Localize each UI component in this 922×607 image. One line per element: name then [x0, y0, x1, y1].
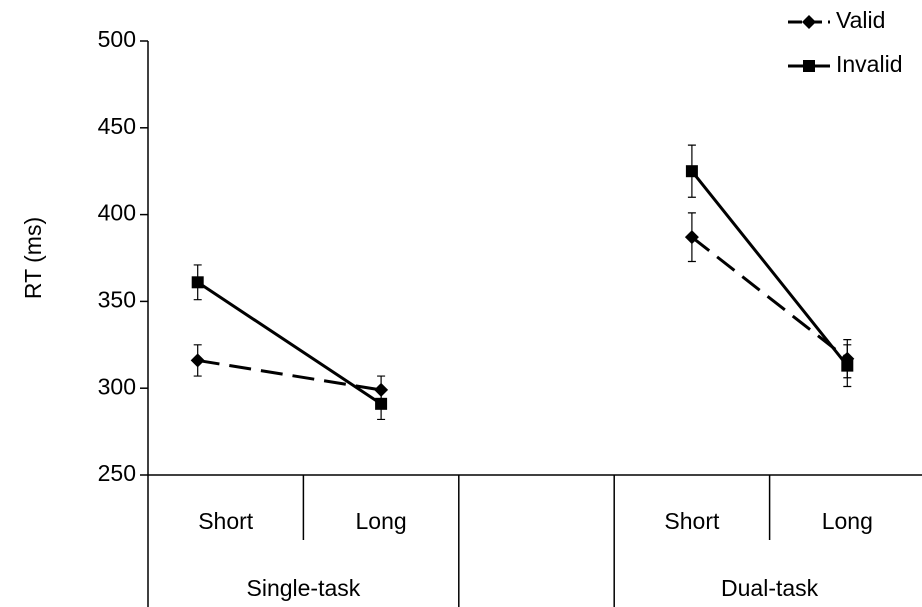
y-tick-label: 400	[98, 200, 136, 226]
group-label: Single-task	[247, 575, 361, 601]
x-tick-label: Short	[198, 508, 254, 534]
legend-marker	[802, 15, 816, 29]
y-tick-label: 250	[98, 460, 136, 486]
point	[841, 359, 854, 372]
point	[685, 165, 698, 178]
y-tick-label: 450	[98, 113, 136, 139]
y-axis-label: RT (ms)	[20, 217, 46, 299]
legend-label: Invalid	[836, 51, 902, 77]
group-label: Dual-task	[721, 575, 819, 601]
x-tick-label: Long	[356, 508, 407, 534]
point	[190, 353, 205, 368]
legend-label: Valid	[836, 7, 885, 33]
x-tick-label: Short	[664, 508, 720, 534]
point	[684, 230, 699, 245]
point	[191, 276, 204, 289]
x-tick-label: Long	[822, 508, 873, 534]
y-tick-label: 300	[98, 373, 136, 399]
y-tick-label: 500	[98, 26, 136, 52]
point	[375, 397, 388, 410]
y-tick-label: 350	[98, 286, 136, 312]
series-line	[197, 235, 849, 392]
legend-marker	[803, 60, 815, 72]
series-line	[196, 170, 849, 406]
